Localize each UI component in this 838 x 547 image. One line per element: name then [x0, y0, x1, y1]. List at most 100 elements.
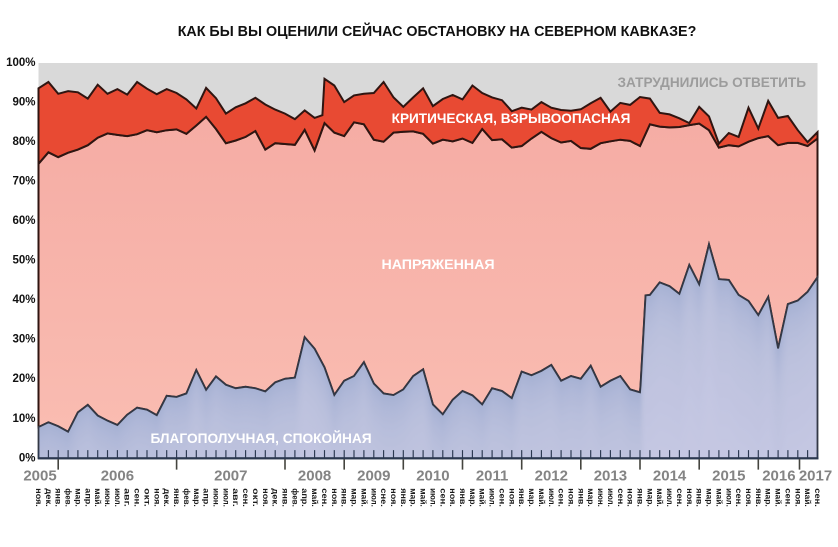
svg-text:апр.: апр. [300, 488, 309, 507]
svg-text:июн.: июн. [596, 488, 605, 507]
svg-text:янв.: янв. [636, 488, 645, 507]
svg-text:дек.: дек. [44, 488, 53, 507]
svg-text:мар.: мар. [586, 488, 595, 507]
svg-text:2009: 2009 [357, 467, 390, 484]
svg-text:июл.: июл. [428, 488, 437, 507]
svg-text:80%: 80% [12, 136, 35, 148]
svg-text:мар.: мар. [73, 488, 82, 507]
svg-text:май.: май. [359, 488, 368, 507]
svg-text:ноя.: ноя. [448, 488, 457, 507]
svg-text:май.: май. [714, 488, 723, 507]
svg-text:июл.: июл. [724, 488, 733, 507]
svg-text:ЗАТРУДНИЛИСЬ ОТВЕТИТЬ: ЗАТРУДНИЛИСЬ ОТВЕТИТЬ [618, 75, 807, 90]
svg-text:янв.: янв. [576, 488, 585, 507]
svg-text:янв.: янв. [172, 488, 181, 507]
svg-text:янв.: янв. [399, 488, 408, 507]
svg-text:июн.: июн. [212, 488, 221, 507]
svg-text:ноя.: ноя. [744, 488, 753, 507]
svg-text:50%: 50% [12, 255, 35, 267]
svg-text:янв.: янв. [458, 488, 467, 507]
svg-text:июл.: июл. [547, 488, 556, 507]
svg-text:фев.: фев. [182, 488, 191, 507]
svg-text:2010: 2010 [416, 467, 449, 484]
svg-text:апр.: апр. [83, 488, 92, 507]
svg-text:мар.: мар. [645, 488, 654, 507]
svg-text:0%: 0% [19, 452, 36, 464]
svg-text:40%: 40% [12, 294, 35, 306]
svg-text:ноя.: ноя. [330, 488, 339, 507]
svg-text:июн.: июн. [103, 488, 112, 507]
svg-text:янв.: янв. [54, 488, 63, 507]
svg-text:дек.: дек. [162, 488, 171, 507]
svg-text:мар.: мар. [705, 488, 714, 507]
svg-text:ноя.: ноя. [34, 488, 43, 507]
svg-text:мар.: мар. [350, 488, 359, 507]
svg-text:мар.: мар. [192, 488, 201, 507]
svg-text:май.: май. [419, 488, 428, 507]
svg-text:сен.: сен. [438, 488, 447, 507]
svg-text:ноя.: ноя. [507, 488, 516, 507]
svg-text:июл.: июл. [665, 488, 674, 507]
svg-text:ноя.: ноя. [261, 488, 270, 507]
svg-text:сен.: сен. [498, 488, 507, 507]
svg-text:апр.: апр. [202, 488, 211, 507]
svg-text:июл.: июл. [221, 488, 230, 507]
svg-text:июл.: июл. [113, 488, 122, 507]
svg-text:70%: 70% [12, 176, 35, 188]
svg-text:янв.: янв. [517, 488, 526, 507]
svg-text:май.: май. [93, 488, 102, 507]
svg-text:янв.: янв. [281, 488, 290, 507]
svg-text:ноя.: ноя. [152, 488, 161, 507]
svg-text:июл.: июл. [369, 488, 378, 507]
svg-text:мар.: мар. [409, 488, 418, 507]
svg-text:мар.: мар. [764, 488, 773, 507]
svg-text:янв.: янв. [754, 488, 763, 507]
svg-text:май.: май. [537, 488, 546, 507]
svg-text:90%: 90% [12, 97, 35, 109]
svg-text:100%: 100% [6, 57, 35, 69]
svg-text:сен.: сен. [320, 488, 329, 507]
svg-text:ноя.: ноя. [626, 488, 635, 507]
svg-text:окт.: окт. [143, 488, 152, 507]
svg-text:мар.: мар. [468, 488, 477, 507]
svg-text:май.: май. [774, 488, 783, 507]
svg-text:янв.: янв. [340, 488, 349, 507]
svg-text:2014: 2014 [653, 467, 687, 484]
svg-text:КРИТИЧЕСКАЯ, ВЗРЫВООПАСНАЯ: КРИТИЧЕСКАЯ, ВЗРЫВООПАСНАЯ [392, 111, 631, 126]
svg-text:2017: 2017 [799, 467, 832, 484]
svg-text:фев.: фев. [290, 488, 299, 507]
svg-text:НАПРЯЖЕННАЯ: НАПРЯЖЕННАЯ [381, 257, 494, 273]
svg-text:сне.: сне. [379, 488, 388, 507]
svg-text:июл.: июл. [606, 488, 615, 507]
svg-text:июл.: июл. [488, 488, 497, 507]
svg-text:2013: 2013 [594, 467, 627, 484]
svg-text:сен.: сен. [557, 488, 566, 507]
svg-text:май.: май. [803, 488, 812, 507]
svg-text:ноя.: ноя. [685, 488, 694, 507]
svg-text:сен.: сен. [813, 488, 822, 507]
svg-text:сен.: сен. [783, 488, 792, 507]
svg-text:20%: 20% [12, 373, 35, 385]
svg-text:сен.: сен. [675, 488, 684, 507]
svg-text:янв.: янв. [695, 488, 704, 507]
svg-text:май.: май. [478, 488, 487, 507]
svg-text:ноя.: ноя. [389, 488, 398, 507]
svg-text:май.: май. [655, 488, 664, 507]
svg-text:сен.: сен. [133, 488, 142, 507]
svg-text:БЛАГОПОЛУЧНАЯ, СПОКОЙНАЯ: БЛАГОПОЛУЧНАЯ, СПОКОЙНАЯ [150, 431, 371, 446]
svg-text:сен.: сен. [241, 488, 250, 507]
svg-text:10%: 10% [12, 413, 35, 425]
svg-text:30%: 30% [12, 334, 35, 346]
svg-text:ноя.: ноя. [793, 488, 802, 507]
svg-text:дек.: дек. [271, 488, 280, 507]
svg-text:2005: 2005 [23, 467, 56, 484]
svg-text:2008: 2008 [298, 467, 331, 484]
svg-text:окт.: окт. [251, 488, 260, 507]
svg-text:2012: 2012 [535, 467, 568, 484]
svg-text:авг.: авг. [231, 488, 240, 507]
svg-text:ноя.: ноя. [567, 488, 576, 507]
svg-text:мар.: мар. [527, 488, 536, 507]
svg-text:60%: 60% [12, 215, 35, 227]
svg-text:авг.: авг. [123, 488, 132, 507]
svg-text:2016: 2016 [762, 467, 795, 484]
